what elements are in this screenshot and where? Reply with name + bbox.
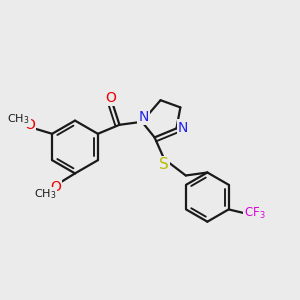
Text: O: O (24, 118, 35, 132)
Text: S: S (159, 157, 169, 172)
Text: O: O (50, 180, 61, 194)
Text: CH$_3$: CH$_3$ (7, 112, 30, 126)
Text: CF$_3$: CF$_3$ (244, 206, 266, 221)
Text: CH$_3$: CH$_3$ (34, 188, 56, 201)
Text: N: N (138, 110, 149, 124)
Text: N: N (178, 121, 188, 134)
Text: O: O (105, 91, 116, 105)
